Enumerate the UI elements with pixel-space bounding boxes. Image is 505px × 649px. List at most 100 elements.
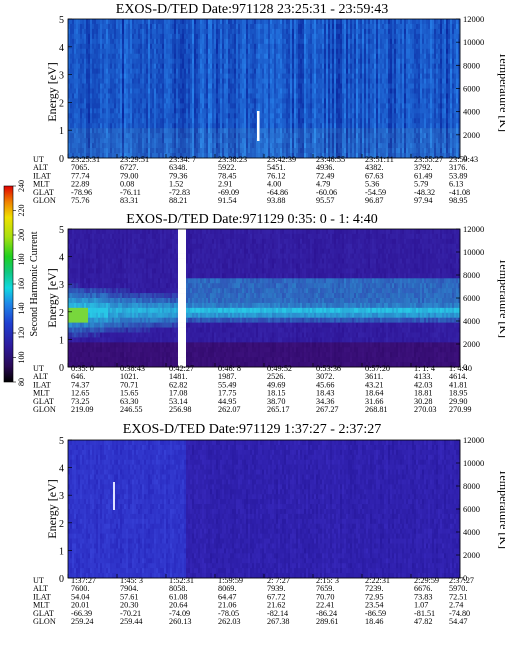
- table-cell: 0.08: [120, 180, 134, 189]
- table-cell: -86.59: [365, 609, 386, 618]
- panel-2-y2ticks: 0 2000 4000 6000 8000 10000 12000: [456, 224, 484, 372]
- table-cell: 4133.: [414, 372, 432, 381]
- table-cell: 44.95: [218, 397, 236, 406]
- y2-tick-label: 12000: [463, 14, 484, 24]
- table-cell: 63.30: [120, 397, 138, 406]
- table-cell: 2:29:59: [414, 576, 439, 585]
- table-cell: 83.31: [120, 196, 138, 205]
- row-label: MLT: [33, 180, 50, 189]
- y-tick-label: 5: [59, 436, 64, 447]
- table-cell: 2:15: 3: [316, 576, 339, 585]
- table-cell: 49.69: [267, 380, 285, 389]
- y-tick-label: 4: [59, 253, 64, 264]
- colorbar-tick-label: 80: [17, 378, 26, 386]
- table-cell: 7904.: [120, 584, 138, 593]
- colorbar-tick-label: 200: [17, 229, 26, 241]
- table-cell: 2526.: [267, 372, 285, 381]
- row-label: MLT: [33, 601, 50, 610]
- panel-1-title: EXOS-D/TED Date:971128 23:25:31 - 23:59:…: [116, 2, 388, 17]
- table-cell: 270.03: [414, 405, 437, 414]
- y-tick-label: 5: [59, 225, 64, 236]
- table-cell: 1:37:27: [71, 576, 96, 585]
- table-cell: 270.99: [449, 405, 472, 414]
- row-label: ALT: [33, 372, 48, 381]
- table-cell: 646.: [71, 372, 85, 381]
- table-cell: 20.01: [71, 601, 89, 610]
- y2-tick-label: 12000: [463, 224, 484, 234]
- panel-2: EXOS-D/TED Date:971129 0:35: 0 - 1: 4:40…: [3, 180, 505, 414]
- table-cell: -54.59: [365, 188, 386, 197]
- table-cell: 7939.: [267, 584, 285, 593]
- table-cell: -76.11: [120, 188, 141, 197]
- y2-tick-label: 8000: [463, 60, 480, 70]
- table-cell: 2:37:27: [449, 576, 474, 585]
- row-label: ALT: [33, 163, 48, 172]
- colorbar-tick-label: 100: [17, 352, 26, 364]
- table-cell: 3792.: [414, 163, 432, 172]
- table-cell: 260.13: [169, 617, 192, 626]
- table-cell: 3176.: [449, 163, 467, 172]
- table-cell: 77.74: [71, 171, 89, 180]
- table-cell: 1.52: [169, 180, 183, 189]
- table-cell: 70.70: [316, 592, 334, 601]
- panel-1-y2label: Temperature [K]: [497, 52, 505, 132]
- table-cell: 5922.: [218, 163, 236, 172]
- table-cell: -74.80: [449, 609, 470, 618]
- panel-3-y2label: Temperature [K]: [497, 469, 505, 549]
- y-tick-label: 3: [59, 71, 64, 82]
- table-cell: 1:45: 3: [120, 576, 143, 585]
- table-cell: 6727.: [120, 163, 138, 172]
- table-cell: 1: 1: 4: [414, 364, 435, 373]
- table-cell: 5.36: [365, 180, 379, 189]
- table-cell: 5.79: [414, 180, 428, 189]
- y-tick-label: 3: [59, 280, 64, 291]
- table-cell: 31.66: [365, 397, 383, 406]
- table-cell: 93.88: [267, 196, 285, 205]
- table-cell: -70.21: [120, 609, 141, 618]
- table-cell: 2: 7:27: [267, 576, 290, 585]
- panel-3-table: UTALTILATMLTGLATGLON1:37:277600.54.0420.…: [33, 574, 474, 626]
- table-cell: 23:46:55: [316, 155, 345, 164]
- panel-1-ylabel: Energy [eV]: [45, 62, 59, 121]
- y-tick-label: 0: [59, 574, 64, 585]
- table-cell: 23:29:51: [120, 155, 149, 164]
- y-tick-label: 5: [59, 15, 64, 26]
- table-cell: 6.13: [449, 180, 463, 189]
- table-cell: 75.76: [71, 196, 89, 205]
- table-cell: 0:46: 8: [218, 364, 241, 373]
- table-cell: 30.28: [414, 397, 432, 406]
- table-cell: 18.64: [365, 389, 383, 398]
- y2-tick-label: 2000: [463, 130, 480, 140]
- table-cell: 2.74: [449, 601, 463, 610]
- table-cell: 1.07: [414, 601, 428, 610]
- table-cell: 246.55: [120, 405, 143, 414]
- y-tick-label: 0: [59, 363, 64, 374]
- row-label: GLON: [33, 617, 56, 626]
- panel-3-y2ticks: 0 2000 4000 6000 8000 10000 12000: [456, 435, 484, 583]
- table-cell: -86.24: [316, 609, 337, 618]
- panel-1-y2ticks: 0 2000 4000 6000 8000 10000 12000: [456, 14, 484, 163]
- table-cell: 2:22:31: [365, 576, 390, 585]
- panel-3-ylabel: Energy [eV]: [45, 479, 59, 538]
- panel-2-ylabel: Energy [eV]: [45, 268, 59, 327]
- row-label: UT: [33, 364, 44, 373]
- table-cell: -41.08: [449, 188, 470, 197]
- table-cell: 20.64: [169, 601, 187, 610]
- table-cell: 1021.: [120, 372, 138, 381]
- table-cell: 79.36: [169, 171, 187, 180]
- row-label: ILAT: [33, 380, 51, 389]
- table-cell: 0:38:43: [120, 364, 145, 373]
- table-cell: 1:59:59: [218, 576, 243, 585]
- y2-tick-label: 12000: [463, 435, 484, 445]
- table-cell: 12.65: [71, 389, 89, 398]
- table-cell: 1: 4:40: [449, 364, 472, 373]
- table-cell: 23:38:23: [218, 155, 247, 164]
- table-cell: 256.98: [169, 405, 192, 414]
- colorbar-tick-label: 120: [17, 327, 26, 339]
- colorbar-tick-label: 140: [17, 303, 26, 315]
- table-cell: 70.71: [120, 380, 138, 389]
- table-cell: 43.21: [365, 380, 383, 389]
- table-cell: 259.24: [71, 617, 94, 626]
- table-cell: 38.70: [267, 397, 285, 406]
